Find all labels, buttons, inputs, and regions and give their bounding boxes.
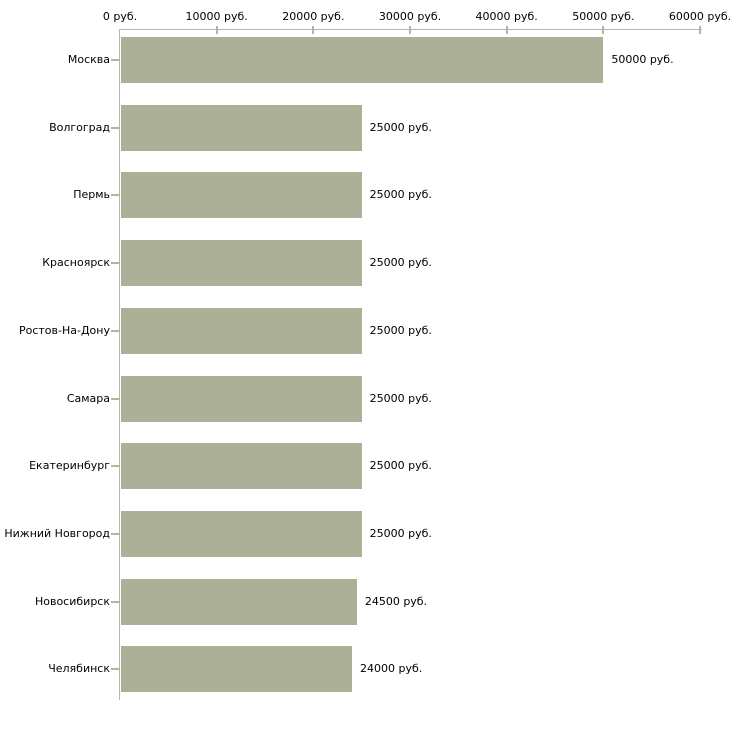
bar: [121, 579, 357, 625]
bar: [121, 308, 362, 354]
category-label: Нижний Новгород: [4, 527, 110, 540]
value-label: 24500 руб.: [364, 595, 428, 608]
x-axis-tick-mark: [699, 26, 701, 34]
bar: [121, 172, 362, 218]
value-label: 25000 руб.: [369, 324, 432, 337]
x-axis-tick-label: 20000 руб.: [282, 10, 345, 23]
category-tick-mark: [111, 194, 119, 196]
value-label: 50000 руб.: [611, 53, 674, 66]
x-axis-tick-mark: [505, 26, 508, 34]
x-axis-tick-label: 30000 руб.: [378, 10, 442, 23]
x-axis-tick-label: 10000 руб.: [185, 10, 248, 23]
x-axis-tick-mark: [602, 26, 605, 34]
category-tick-mark: [111, 330, 119, 332]
x-axis-line: [120, 29, 702, 30]
bar: [121, 511, 362, 557]
value-label: 25000 руб.: [369, 256, 432, 269]
value-label: 25000 руб.: [369, 527, 432, 540]
value-label: 25000 руб.: [369, 459, 432, 472]
category-label: Москва: [67, 53, 110, 66]
x-axis-tick-mark: [409, 26, 411, 34]
category-tick-mark: [111, 127, 119, 129]
category-label: Красноярск: [42, 256, 110, 269]
bar: [121, 443, 362, 489]
category-label: Екатеринбург: [29, 459, 110, 472]
category-tick-mark: [111, 533, 119, 535]
value-label: 25000 руб.: [369, 121, 432, 134]
category-tick-mark: [111, 465, 119, 467]
category-label: Самара: [66, 392, 110, 405]
category-label: Новосибирск: [34, 595, 110, 608]
bar: [121, 646, 352, 692]
y-axis-line: [119, 29, 120, 700]
category-label: Волгоград: [49, 121, 110, 134]
x-axis-tick-mark: [215, 26, 218, 34]
value-label: 24000 руб.: [360, 662, 423, 675]
category-tick-mark: [111, 668, 119, 670]
bar: [121, 376, 362, 422]
category-tick-mark: [111, 398, 119, 400]
value-label: 25000 руб.: [369, 188, 432, 201]
x-axis-tick-label: 60000 руб.: [668, 10, 730, 23]
category-tick-mark: [111, 262, 119, 264]
bar: [121, 37, 604, 83]
category-label: Челябинск: [48, 662, 110, 675]
x-axis-tick-label: 0 руб.: [102, 10, 138, 23]
category-tick-mark: [111, 59, 119, 61]
bar: [121, 105, 362, 151]
x-axis-tick-label: 50000 руб.: [572, 10, 635, 23]
x-axis-tick-mark: [312, 26, 315, 34]
category-label: Ростов-На-Дону: [18, 324, 110, 337]
bar: [121, 240, 362, 286]
category-tick-mark: [111, 601, 119, 603]
value-label: 25000 руб.: [369, 392, 432, 405]
category-label: Пермь: [73, 188, 110, 201]
x-axis-tick-label: 40000 руб.: [475, 10, 538, 23]
